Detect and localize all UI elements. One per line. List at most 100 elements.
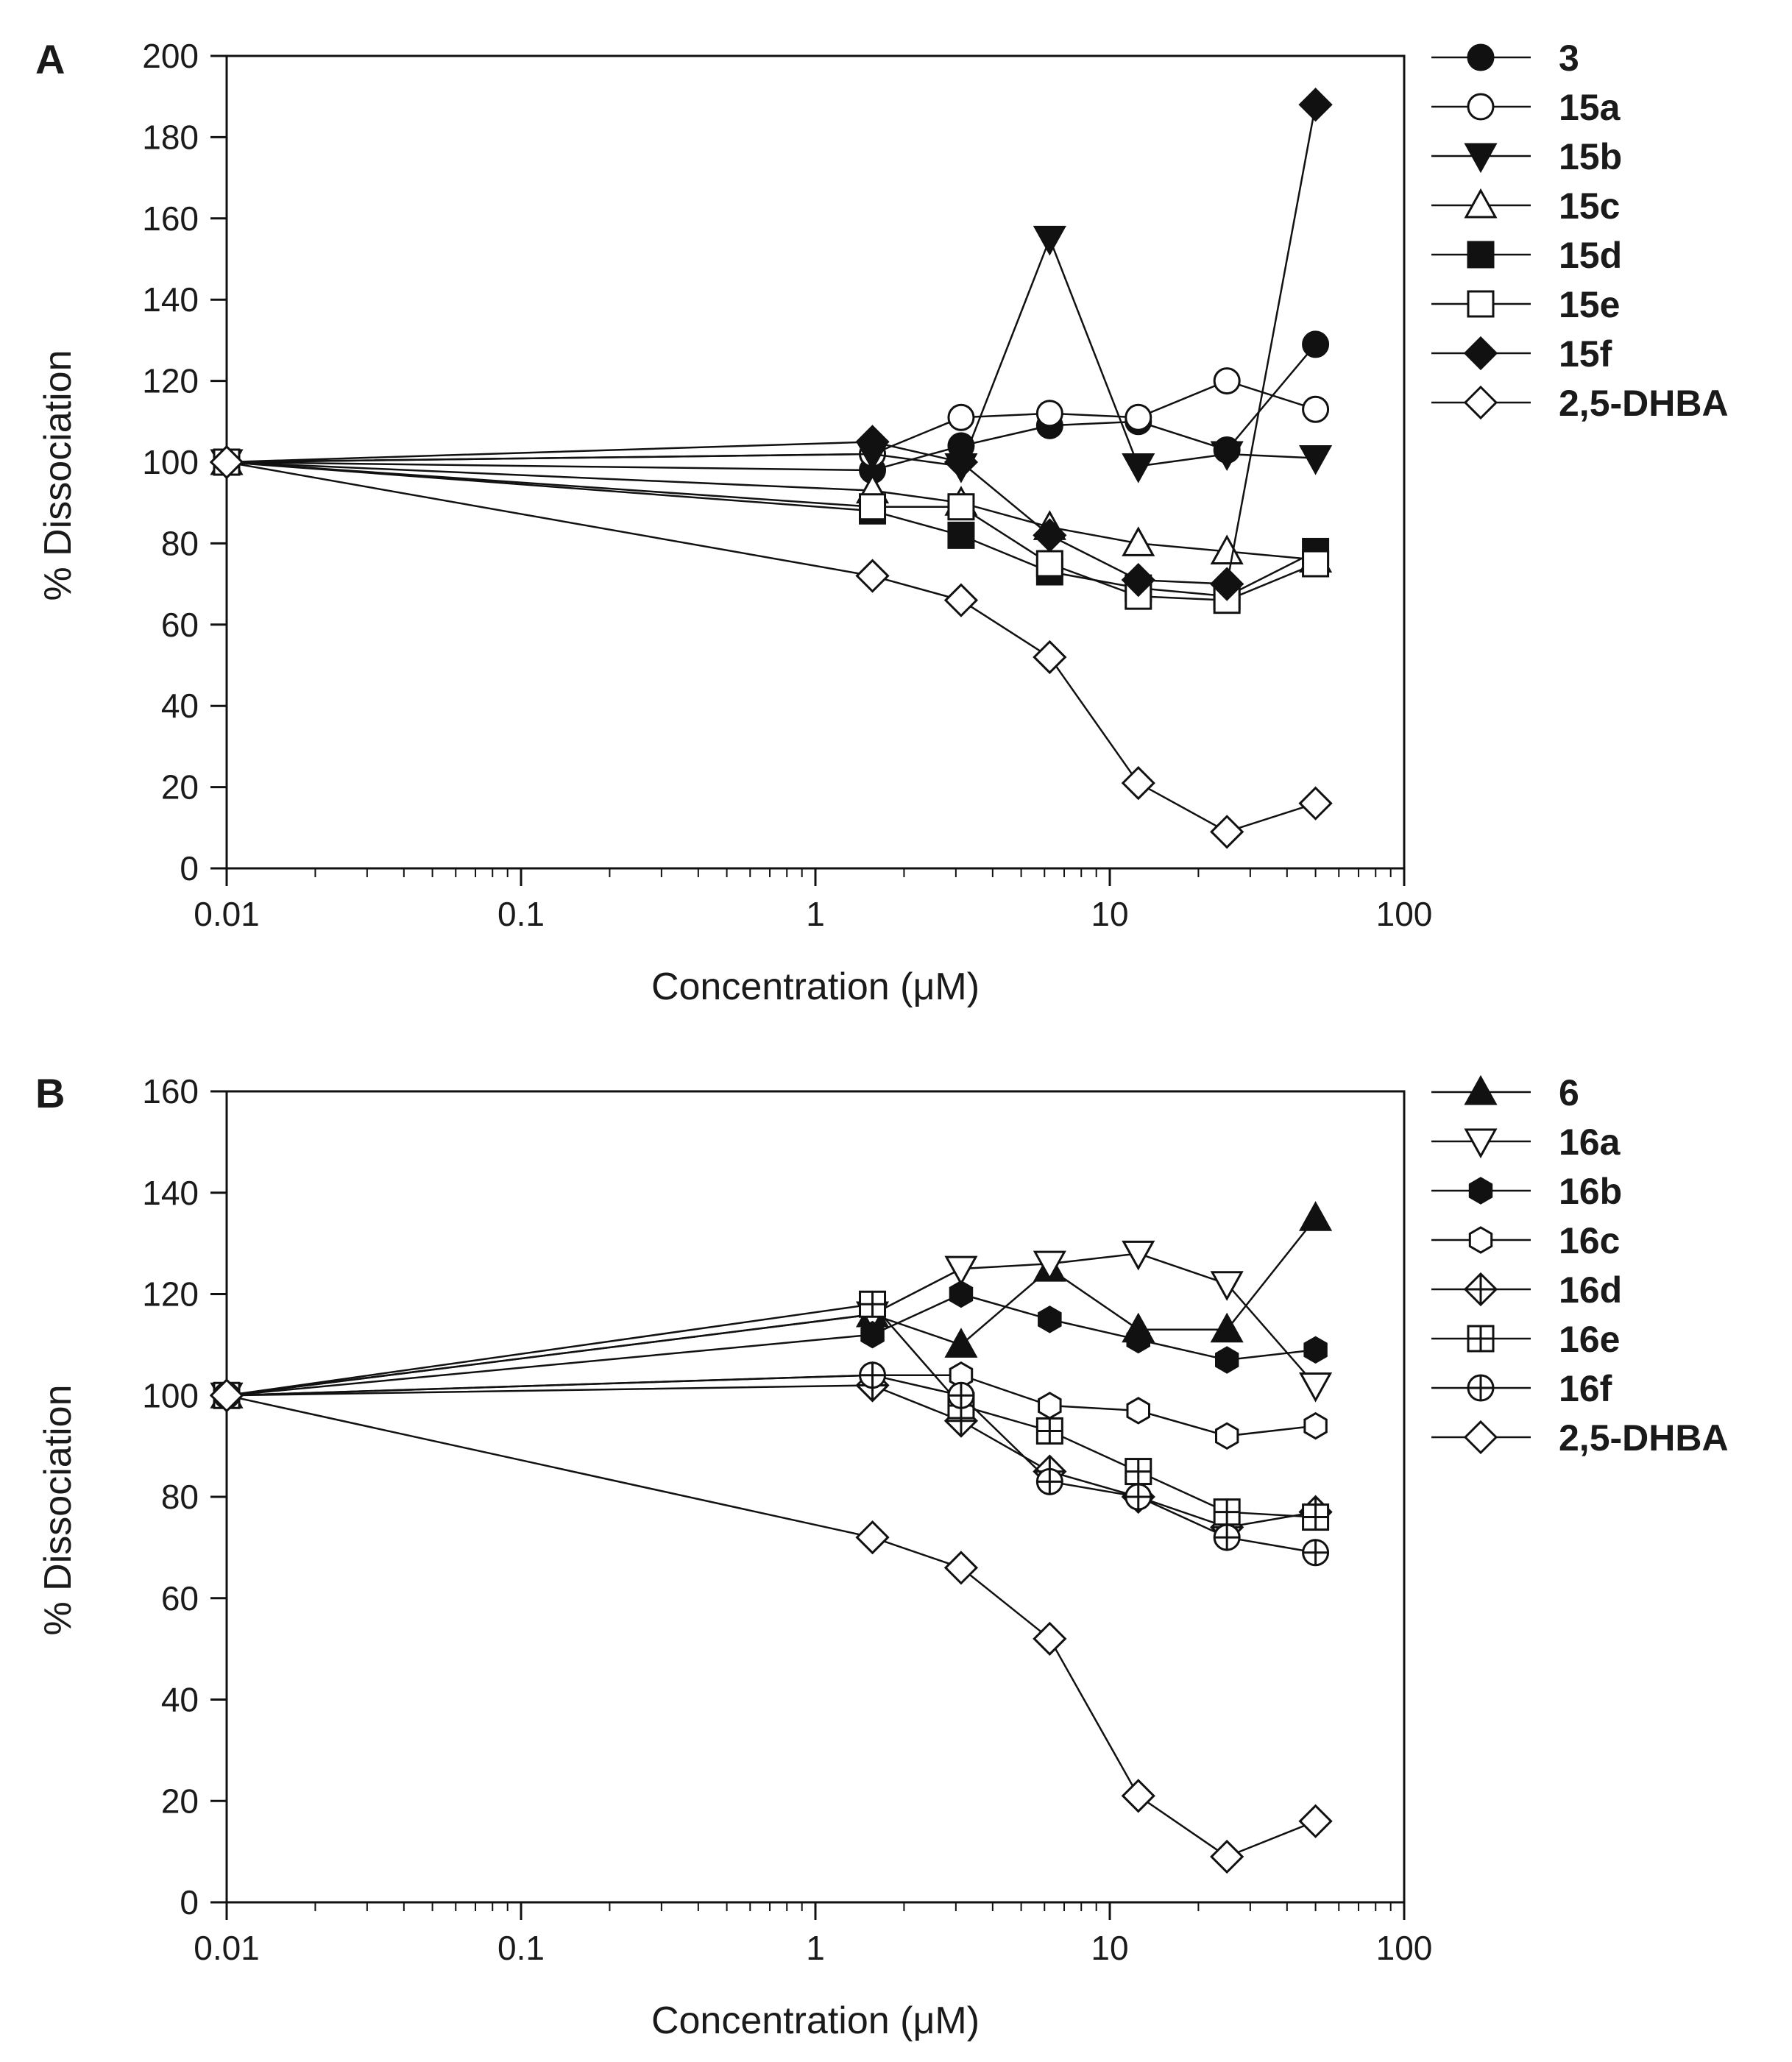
data-point-15c (1122, 526, 1155, 556)
series-line-15a (226, 380, 1316, 464)
data-point-16e-cross (1037, 1418, 1063, 1444)
y-tick-label: 140 (142, 280, 199, 319)
x-tick-label: 0.1 (497, 895, 545, 933)
y-tick-label: 0 (180, 849, 199, 887)
y-tick-label: 180 (142, 118, 199, 156)
y-tick-label: 20 (161, 1782, 199, 1820)
series-15a (213, 367, 1330, 476)
series-line-16e (226, 1303, 1316, 1518)
y-tick-label: 20 (161, 768, 199, 807)
data-point-15f (943, 444, 979, 480)
legend-marker-3 (1467, 43, 1495, 71)
legend-marker-16c (1468, 1226, 1493, 1254)
data-point-15b (1210, 441, 1244, 472)
data-point-2-5-dhba (1033, 639, 1067, 675)
legend-label-15a: 15a (1559, 87, 1621, 128)
x-tick-label: 0.1 (497, 1929, 545, 1967)
y-tick-label: 120 (142, 362, 199, 400)
legend-label-16b: 16b (1559, 1171, 1622, 1212)
data-point-16c (1303, 1411, 1328, 1440)
data-point-16b (1038, 1305, 1062, 1333)
x-tick-label: 100 (1376, 1929, 1433, 1967)
data-point-16a (1299, 1372, 1333, 1403)
legend-label-16e: 16e (1559, 1319, 1620, 1360)
y-tick-label: 80 (161, 1478, 199, 1516)
legend-label-2-5-dhba: 2,5-DHBA (1559, 1417, 1729, 1459)
data-point-16a (944, 1255, 978, 1286)
data-point-15d (947, 521, 975, 549)
data-point-15e (947, 493, 975, 521)
data-point-6 (944, 1328, 978, 1358)
x-tick-label: 1 (806, 895, 825, 933)
data-point-16b (949, 1280, 974, 1308)
data-point-16f-cross (948, 1383, 974, 1409)
data-point-2-5-dhba (1121, 1779, 1155, 1813)
data-point-16f-cross (1214, 1525, 1240, 1551)
legend-marker-15f (1463, 336, 1498, 371)
x-tick-label: 10 (1091, 895, 1128, 933)
data-point-15e (1302, 550, 1330, 578)
data-point-15f (855, 425, 890, 459)
legend: 6 16a 16b 16c 16d 16e 16f 2,5-DHBA (1431, 1072, 1729, 1459)
y-tick-label: 0 (180, 1883, 199, 1921)
data-point-16f-cross (1125, 1484, 1151, 1509)
series-16a (210, 1240, 1333, 1413)
series-line-16a (226, 1253, 1317, 1397)
y-axis-title: % Dissociation (37, 1384, 79, 1635)
legend-label-16c: 16c (1559, 1220, 1620, 1261)
y-tick-label: 40 (161, 687, 199, 725)
data-point-15a (1125, 403, 1152, 431)
data-point-15f (1033, 518, 1067, 553)
legend-label-16a: 16a (1559, 1122, 1621, 1163)
series-line-2-5-dhba (226, 461, 1316, 833)
legend-label-15e: 15e (1559, 284, 1620, 325)
data-point-2-5-dhba (1033, 1621, 1067, 1656)
series-15c (210, 444, 1333, 573)
data-point-15b (1033, 225, 1066, 256)
data-point-2-5-dhba (1210, 1839, 1244, 1874)
data-point-15a (947, 403, 975, 431)
x-tick-label: 0.01 (194, 1929, 260, 1967)
legend-marker-15d (1467, 241, 1495, 269)
y-tick-label: 60 (161, 1579, 199, 1618)
data-point-2-5-dhba (209, 1378, 244, 1413)
y-tick-label: 160 (142, 199, 199, 238)
legend-marker-15a (1467, 93, 1495, 121)
data-point-15a (1213, 367, 1241, 395)
data-point-6 (1299, 1201, 1333, 1231)
data-point-16e-cross (1214, 1499, 1240, 1525)
data-point-2-5-dhba (1298, 786, 1333, 821)
y-tick-label: 80 (161, 524, 199, 562)
y-tick-label: 100 (142, 443, 199, 481)
data-point-16c (1126, 1397, 1150, 1425)
x-tick-label: 10 (1091, 1929, 1128, 1967)
legend-label-15b: 15b (1559, 136, 1622, 177)
data-point-2-5-dhba (855, 559, 890, 593)
data-point-15a (1302, 395, 1330, 423)
data-point-2-5-dhba (943, 583, 979, 617)
data-point-16c (1215, 1422, 1239, 1450)
data-point-16b (860, 1320, 885, 1349)
data-point-15b (1122, 453, 1155, 483)
y-tick-label: 60 (161, 606, 199, 644)
series-16d (209, 1368, 1333, 1545)
data-point-15f (1210, 567, 1244, 601)
series-line-2-5-dhba (226, 1395, 1317, 1858)
data-point-2-5-dhba (855, 1520, 890, 1555)
data-point-3 (1302, 330, 1330, 358)
legend-label-16d: 16d (1559, 1269, 1622, 1311)
data-point-2-5-dhba (1298, 1804, 1333, 1838)
series-line-16b (226, 1293, 1316, 1397)
data-point-15e (859, 493, 887, 521)
data-point-16f-cross (1303, 1540, 1328, 1565)
legend-marker-15b (1464, 143, 1498, 174)
data-point-16b (1303, 1336, 1328, 1364)
series-line-16c (226, 1374, 1316, 1437)
series-15f (209, 88, 1333, 601)
data-point-2-5-dhba (1121, 765, 1155, 801)
series-line-15f (226, 104, 1317, 585)
data-point-16f-cross (860, 1362, 885, 1388)
legend-marker-15c (1464, 188, 1498, 219)
data-point-16a (1122, 1240, 1155, 1271)
